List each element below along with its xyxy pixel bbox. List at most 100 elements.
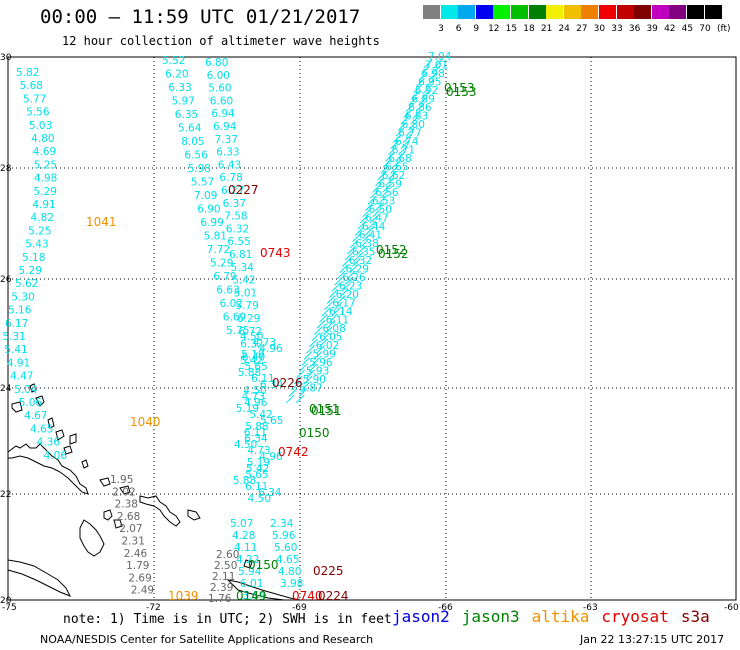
colorbar-swatch <box>511 5 529 19</box>
colorbar-swatch <box>440 5 459 19</box>
wave-height-value: 5.96 <box>272 530 296 542</box>
coastline <box>7 383 301 601</box>
wave-height-value: 6.63 <box>216 285 239 297</box>
pass-time-label: 0152 <box>378 247 409 261</box>
wave-height-value: 6.20 <box>336 289 359 301</box>
track-tick <box>364 227 374 236</box>
wave-height-value: 5.04 <box>14 384 38 396</box>
wave-height-value: 6.94 <box>211 108 235 120</box>
track-tick <box>392 158 402 168</box>
track-tick <box>380 165 390 174</box>
wave-height-value: 6.56 <box>184 150 208 162</box>
track-tick <box>344 251 354 261</box>
lon-label: -60 <box>724 603 739 613</box>
track-tick <box>336 295 346 304</box>
wave-height-value: 2.31 <box>122 536 145 548</box>
lon-label: -66 <box>438 603 453 613</box>
wave-height-value: 5.68 <box>20 80 43 92</box>
wave-height-value: 4.11 <box>234 542 257 554</box>
wave-height-value: 5.30 <box>11 291 34 303</box>
track-tick <box>433 59 443 69</box>
map-title: 00:00 – 11:59 UTC 01/21/2017 <box>40 6 361 28</box>
colorbar-swatch <box>528 5 547 19</box>
wave-height-value: 4.69 <box>33 146 56 158</box>
wave-height-value: 5.60 <box>274 542 297 554</box>
track-tick <box>398 121 407 131</box>
track-tick <box>318 338 328 348</box>
track-tick <box>326 320 336 329</box>
colorbar-swatch <box>634 5 653 19</box>
wave-height-value: 4.96 <box>259 451 283 463</box>
track-tick <box>408 96 418 106</box>
track-tick <box>323 326 333 335</box>
wave-height-value: 5.75 <box>226 325 249 337</box>
wave-height-value: 5.42 <box>246 463 269 475</box>
wave-height-value: 4.73 <box>253 337 276 349</box>
wave-height-value: 5.81 <box>204 231 227 243</box>
wave-height-value: 7.58 <box>224 211 247 223</box>
wave-height-value: 5.18 <box>22 252 45 264</box>
wave-height-value: 5.06 <box>19 397 43 409</box>
colorbar-label: 42 <box>664 24 676 34</box>
map-subtitle: 12 hour collection of altimeter wave hei… <box>62 34 380 48</box>
track-tick <box>306 369 315 379</box>
wave-height-value: 6.44 <box>362 221 386 233</box>
pass-time-label: 0743 <box>260 246 291 260</box>
track-tick <box>298 363 308 373</box>
track-tick <box>403 134 412 143</box>
track-tick <box>316 320 326 329</box>
lat-label: 24 <box>0 384 12 394</box>
track-tick <box>423 84 433 94</box>
pass-time-label: 0225 <box>313 564 344 578</box>
colorbar-label: 3 <box>438 24 444 34</box>
legend-jason2: jason2 <box>392 607 450 626</box>
track-tick <box>370 189 379 199</box>
wave-height-value: 2.46 <box>124 548 148 560</box>
track-tick <box>336 270 346 280</box>
wave-height-value: 2.50 <box>214 560 237 572</box>
wave-height-value: 7.37 <box>215 134 238 146</box>
track-tick <box>349 264 359 273</box>
track-values: 5.825.685.775.565.034.804.695.254.985.29… <box>2 51 451 605</box>
colorbar-swatch <box>669 5 688 19</box>
wave-height-value: 4.80 <box>278 566 301 578</box>
wave-height-value: 5.42 <box>240 355 263 367</box>
colorbar-swatch <box>651 5 670 19</box>
track-tick <box>344 276 354 286</box>
wave-height-value: 2.69 <box>128 572 151 584</box>
track-tick <box>395 127 405 137</box>
wave-height-value: 7.04 <box>428 51 452 63</box>
wave-height-value: 6.11 <box>245 481 268 493</box>
track-tick <box>374 202 384 211</box>
track-tick <box>313 351 323 360</box>
pass-time-label: 0224 <box>318 589 349 603</box>
track-tick <box>296 369 305 379</box>
colorbar-label: 30 <box>593 24 606 34</box>
track-tick <box>377 171 387 180</box>
track-tick <box>413 84 423 94</box>
track-tick <box>308 363 318 373</box>
wave-height-value: 2.11 <box>212 571 235 583</box>
wave-height-value: 5.60 <box>208 83 231 95</box>
legend-jason3: jason3 <box>461 607 520 626</box>
wave-height-value: 5.19 <box>241 349 264 361</box>
wave-height-value: 4.96 <box>259 343 283 355</box>
wave-height-value: 6.08 <box>322 323 345 335</box>
legend-altika: altika <box>531 607 590 626</box>
wave-height-value: 6.29 <box>237 313 260 325</box>
wave-height-value: 6.94 <box>213 121 237 133</box>
colorbar-swatch <box>704 5 723 19</box>
track-tick <box>390 140 400 149</box>
wave-height-value: 5.07 <box>230 518 253 530</box>
wave-height-value: 5.29 <box>210 258 233 270</box>
wave-height-value: 4.67 <box>24 410 47 422</box>
track-tick <box>339 289 349 298</box>
wave-height-value: 2.02 <box>112 486 135 498</box>
wave-height-value: 1.79 <box>126 560 149 572</box>
track-tick <box>364 202 374 211</box>
wave-height-value: 4.91 <box>32 199 55 211</box>
track-tick <box>431 65 440 75</box>
lon-label: -72 <box>146 603 161 613</box>
track-tick <box>334 276 344 286</box>
